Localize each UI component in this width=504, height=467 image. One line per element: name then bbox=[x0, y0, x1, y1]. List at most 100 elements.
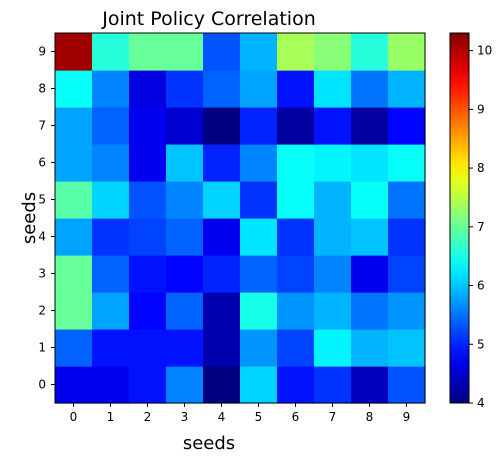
heatmap-cell bbox=[388, 366, 426, 404]
heatmap-cell bbox=[203, 70, 241, 108]
heatmap-cell bbox=[55, 329, 93, 367]
heatmap-cell bbox=[203, 366, 241, 404]
heatmap-cell bbox=[92, 366, 130, 404]
heatmap-cell bbox=[55, 70, 93, 108]
heatmap-cell bbox=[277, 70, 315, 108]
heatmap-cell bbox=[92, 144, 130, 182]
y-tick-label: 4 bbox=[38, 230, 46, 244]
heatmap-cell bbox=[388, 70, 426, 108]
heatmap-cell bbox=[277, 181, 315, 219]
heatmap-cell bbox=[129, 255, 167, 293]
heatmap-cell bbox=[203, 144, 241, 182]
heatmap-cell bbox=[166, 70, 204, 108]
heatmap-cell bbox=[203, 292, 241, 330]
heatmap-cell bbox=[203, 329, 241, 367]
heatmap-cell bbox=[92, 33, 130, 71]
heatmap-cell bbox=[92, 218, 130, 256]
heatmap-cell bbox=[240, 292, 278, 330]
colorbar-tick-label: 10 bbox=[477, 44, 492, 58]
heatmap-cell bbox=[351, 144, 389, 182]
colorbar-tick-label: 4 bbox=[477, 396, 485, 410]
heatmap-cell bbox=[314, 329, 352, 367]
heatmap-cell bbox=[351, 366, 389, 404]
heatmap-cell bbox=[277, 329, 315, 367]
heatmap-cell bbox=[277, 292, 315, 330]
heatmap-cell bbox=[166, 292, 204, 330]
heatmap-cell bbox=[166, 181, 204, 219]
heatmap-cell bbox=[351, 70, 389, 108]
colorbar-tick-label: 5 bbox=[477, 337, 485, 351]
heatmap-cell bbox=[129, 70, 167, 108]
y-tick-label: 3 bbox=[38, 267, 46, 281]
heatmap-cell bbox=[277, 218, 315, 256]
colorbar: 4 5 6 7 8 9 10 bbox=[449, 32, 492, 410]
heatmap-cell bbox=[388, 218, 426, 256]
heatmap-cell bbox=[388, 144, 426, 182]
heatmap-cell bbox=[166, 218, 204, 256]
y-tick-label: 2 bbox=[38, 304, 46, 318]
heatmap-cell bbox=[240, 366, 278, 404]
plot-frame bbox=[54, 32, 426, 404]
heatmap-cell bbox=[351, 329, 389, 367]
x-tick-label: 9 bbox=[403, 410, 411, 424]
heatmap-cell bbox=[129, 33, 167, 71]
heatmap-cell bbox=[351, 292, 389, 330]
x-tick-label: 2 bbox=[144, 410, 152, 424]
y-axis-label: seeds bbox=[19, 192, 40, 244]
heatmap-cell bbox=[92, 107, 130, 145]
colorbar-tick-label: 6 bbox=[477, 279, 485, 293]
x-tick-label: 6 bbox=[292, 410, 300, 424]
chart-title: Joint Policy Correlation bbox=[101, 8, 316, 30]
heatmap-cell bbox=[129, 107, 167, 145]
heatmap-cell bbox=[388, 33, 426, 71]
x-tick-label: 7 bbox=[329, 410, 337, 424]
heatmap-cell bbox=[55, 292, 93, 330]
heatmap-cell bbox=[277, 255, 315, 293]
y-tick-label: 9 bbox=[38, 45, 46, 59]
heatmap-cell bbox=[203, 107, 241, 145]
heatmap-cell bbox=[388, 329, 426, 367]
colorbar-gradient bbox=[449, 32, 470, 404]
heatmap-cell bbox=[314, 144, 352, 182]
heatmap-cell bbox=[129, 218, 167, 256]
x-tick-label: 4 bbox=[218, 410, 226, 424]
heatmap-cell bbox=[55, 181, 93, 219]
heatmap-cell bbox=[203, 33, 241, 71]
heatmap-cell bbox=[203, 218, 241, 256]
heatmap-cell bbox=[277, 144, 315, 182]
heatmap-cell bbox=[388, 292, 426, 330]
heatmap-cell bbox=[240, 181, 278, 219]
y-tick-label: 1 bbox=[38, 341, 46, 355]
x-tick-label: 3 bbox=[181, 410, 189, 424]
heatmap-cell bbox=[351, 33, 389, 71]
heatmap-cell bbox=[388, 181, 426, 219]
heatmap-cell bbox=[55, 218, 93, 256]
heatmap-cell bbox=[92, 292, 130, 330]
heatmap-cell bbox=[351, 107, 389, 145]
heatmap-cell bbox=[388, 255, 426, 293]
heatmap-cell bbox=[166, 33, 204, 71]
heatmap-cell bbox=[166, 255, 204, 293]
heatmap-cell bbox=[314, 292, 352, 330]
heatmap-cell bbox=[55, 33, 93, 71]
heatmap-cell bbox=[92, 255, 130, 293]
heatmap-cell bbox=[351, 218, 389, 256]
heatmap-cell bbox=[388, 107, 426, 145]
colorbar-tick-label: 7 bbox=[477, 220, 485, 234]
heatmap-cell bbox=[92, 181, 130, 219]
heatmap-cell bbox=[166, 366, 204, 404]
heatmap-cell bbox=[240, 107, 278, 145]
colorbar-tick-label: 8 bbox=[477, 161, 485, 175]
y-tick-label: 8 bbox=[38, 82, 46, 96]
heatmap-cell bbox=[240, 70, 278, 108]
heatmap-cell bbox=[55, 144, 93, 182]
heatmap-cell bbox=[351, 181, 389, 219]
heatmap-cell bbox=[129, 144, 167, 182]
heatmap-cell bbox=[203, 181, 241, 219]
heatmap-cell bbox=[314, 33, 352, 71]
heatmap-cell bbox=[203, 255, 241, 293]
heatmap-cell bbox=[314, 70, 352, 108]
heatmap-cell bbox=[129, 329, 167, 367]
